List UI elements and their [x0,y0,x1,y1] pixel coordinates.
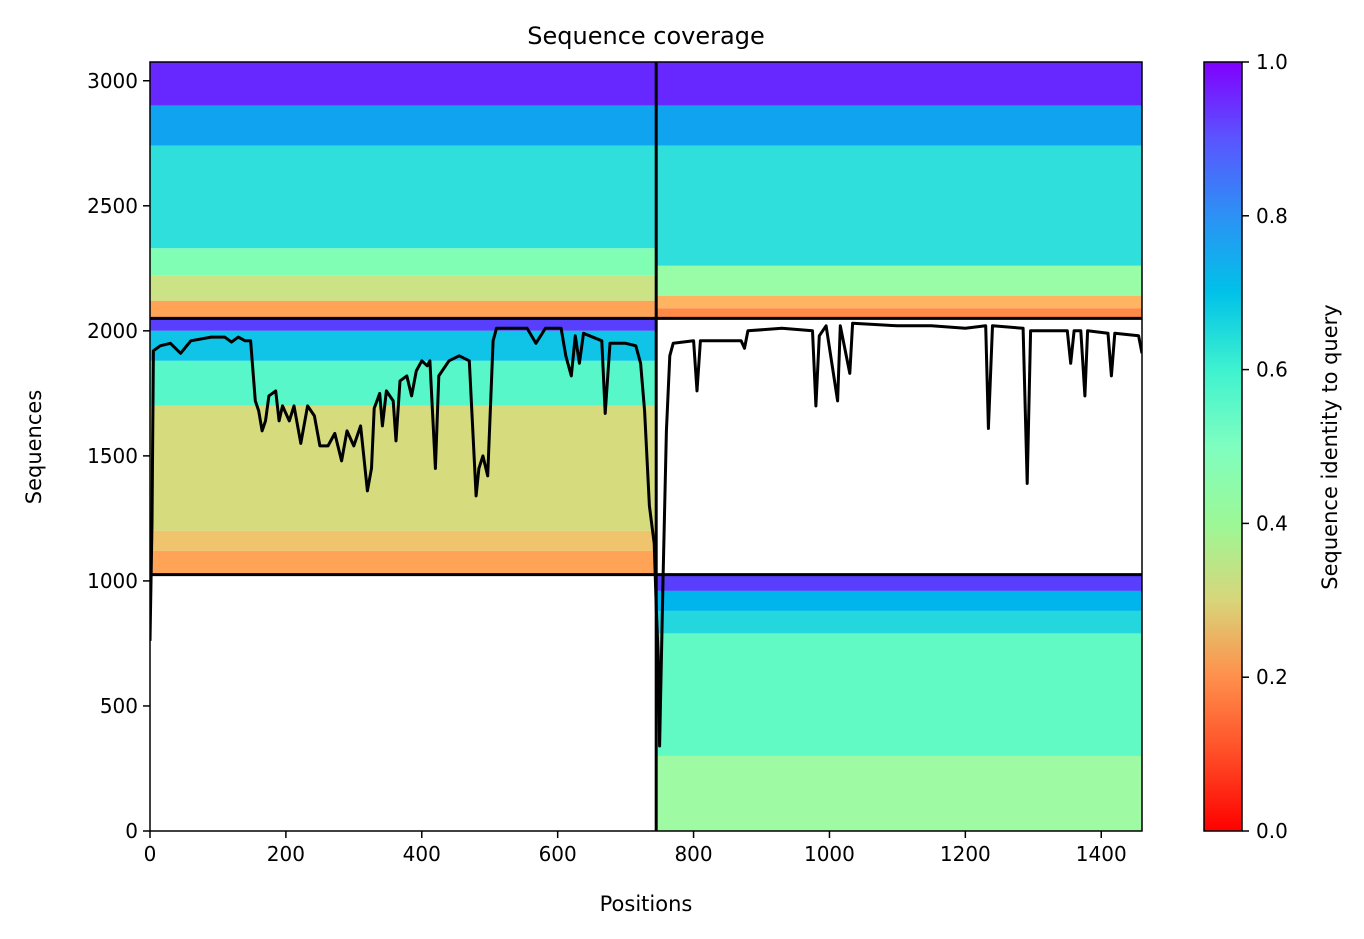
block-top-right [656,62,1142,319]
y-tick-label: 3000 [87,69,138,93]
identity-band [656,145,1142,266]
identity-band [656,590,1142,611]
identity-band [656,265,1142,296]
y-tick-label: 1000 [87,569,138,593]
colorbar-tick-label: 0.2 [1256,665,1288,689]
identity-band [150,360,657,406]
y-tick-label: 0 [125,819,138,843]
colorbar-tick-label: 0.4 [1256,511,1288,535]
coverage-line [150,321,1142,748]
colorbar-tick-label: 0.0 [1256,819,1288,843]
x-tick-label: 1000 [804,842,855,866]
plot-area: 0 200 400 600 800 1000 1200 1400 0 500 1000 1500 20… [87,61,1143,866]
identity-band [150,405,657,531]
identity-band [656,633,1142,756]
y-tick-label: 2000 [87,319,138,343]
identity-band [150,248,657,276]
y-tick-label: 2500 [87,194,138,218]
colorbar-tick-label: 1.0 [1256,50,1288,74]
x-tick-label: 800 [674,842,712,866]
identity-band [656,105,1142,146]
colorbar-gradient [1203,61,1243,832]
y-tick-label: 1500 [87,444,138,468]
x-axis-title: Positions [600,892,693,916]
identity-band [150,62,657,106]
x-tick-label: 0 [144,842,157,866]
identity-band [150,145,657,249]
x-tick-label: 1200 [940,842,991,866]
identity-band [150,318,657,331]
block-bottom-right [656,574,1142,831]
block-middle-left [150,318,657,575]
x-tick-label: 1400 [1076,842,1127,866]
y-axis-title: Sequences [22,390,46,505]
identity-band [656,610,1142,634]
identity-band [656,755,1142,831]
chart-title: Sequence coverage [527,22,764,50]
block-top-left [150,62,657,319]
colorbar: 0.0 0.2 0.4 0.6 0.8 1.0 Sequence identity to … [1203,50,1342,843]
identity-band [150,530,657,551]
identity-band [656,308,1142,319]
colorbar-tick-label: 0.6 [1256,358,1288,382]
plot-frame [149,61,1143,832]
y-tick-label: 500 [100,694,138,718]
identity-band [150,275,657,301]
identity-band [656,295,1142,309]
x-tick-label: 600 [539,842,577,866]
colorbar-label: Sequence identity to query [1318,304,1342,589]
identity-band [150,105,657,146]
identity-band [150,550,657,575]
identity-band [656,574,1142,591]
x-tick-label: 400 [403,842,441,866]
identity-band [656,62,1142,106]
colorbar-tick-label: 0.8 [1256,204,1288,228]
identity-band [150,300,657,319]
x-tick-label: 200 [267,842,305,866]
